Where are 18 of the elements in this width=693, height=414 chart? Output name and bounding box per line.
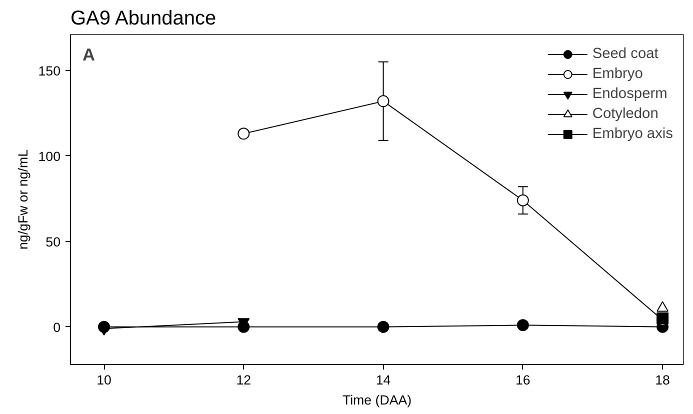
x-tick-label: 18 [655,372,670,388]
chart-title: GA9 Abundance [70,8,216,30]
x-tick-label: 16 [516,372,530,388]
legend-label: Embryo axis [592,126,673,142]
y-axis-title: ng/gFw or ng/mL [15,149,30,250]
y-tick-label: 50 [46,234,61,250]
legend-label: Seed coat [592,46,658,62]
legend-label: Endosperm [592,86,668,102]
legend-label: Embryo [592,66,643,82]
y-tick-label: 150 [38,63,61,78]
x-axis-title: Time (DAA) [342,392,412,408]
x-tick-label: 14 [376,372,392,388]
y-tick-label: 100 [38,148,61,164]
x-tick-label: 12 [236,372,252,388]
y-tick-label: 0 [53,320,61,335]
annotation: A [82,44,96,64]
x-tick-label: 10 [96,372,112,388]
legend-label: Cotyledon [592,106,658,122]
